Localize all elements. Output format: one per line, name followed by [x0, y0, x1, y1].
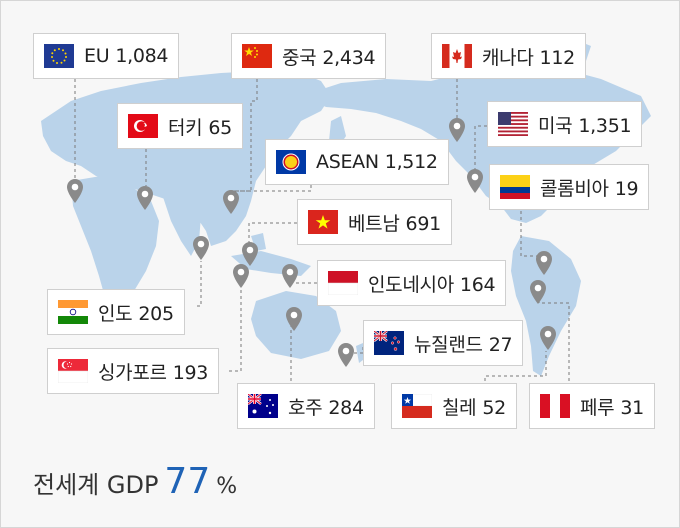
country-label-new-zealand: 뉴질랜드 27	[363, 320, 524, 366]
country-name: 페루	[580, 396, 615, 419]
country-label-china: 중국 2,434	[231, 33, 387, 79]
country-name: 미국	[538, 114, 573, 137]
country-label-peru: 페루 31	[529, 383, 655, 429]
usa-pin-icon	[467, 169, 483, 193]
country-value: 52	[482, 396, 506, 419]
india-flag-icon	[58, 300, 88, 324]
asean-flag-icon	[276, 150, 306, 174]
country-name: 싱가포르	[98, 361, 167, 384]
country-value: 284	[328, 396, 364, 419]
turkey-flag-icon	[128, 114, 158, 138]
turkey-pin-icon	[137, 186, 153, 210]
country-label-chile: 칠레 52	[391, 383, 517, 429]
singapore-flag-icon	[58, 359, 88, 383]
country-name: 뉴질랜드	[414, 333, 483, 356]
country-label-indonesia: 인도네시아 164	[317, 260, 507, 306]
country-label-asean: ASEAN 1,512	[265, 139, 449, 185]
eu-pin-icon	[67, 179, 83, 203]
australia-flag-icon	[248, 394, 278, 418]
colombia-pin-icon	[536, 251, 552, 275]
country-value: 27	[488, 333, 513, 356]
new-zealand-flag-icon	[374, 331, 404, 355]
vietnam-flag-icon	[308, 210, 338, 234]
china-pin-icon	[223, 190, 239, 214]
country-value: 65	[208, 116, 232, 139]
country-label-india: 인도 205	[47, 289, 185, 335]
india-pin-icon	[193, 236, 209, 260]
country-name: 터키	[168, 116, 203, 139]
country-value: 112	[539, 46, 576, 69]
country-name: 콜롬비아	[540, 177, 609, 200]
eu-flag-icon	[44, 44, 74, 68]
country-value: 691	[405, 212, 442, 235]
chile-flag-icon	[402, 394, 432, 418]
china-flag-icon	[242, 44, 272, 68]
country-name: 베트남	[348, 212, 400, 235]
canada-pin-icon	[449, 118, 465, 142]
country-value: 205	[138, 302, 174, 325]
gdp-summary: 전세계 GDP 77 %	[33, 461, 237, 502]
peru-flag-icon	[540, 394, 570, 418]
country-label-vietnam: 베트남 691	[297, 199, 452, 245]
country-label-singapore: 싱가포르 193	[47, 348, 220, 394]
australia-pin-icon	[286, 307, 302, 331]
gdp-percent-unit: %	[216, 474, 238, 499]
country-value: 1,351	[578, 114, 632, 137]
country-name: 칠레	[442, 396, 477, 419]
colombia-flag-icon	[500, 175, 530, 199]
gdp-label: 전세계 GDP	[33, 471, 159, 499]
country-label-usa: 미국 1,351	[487, 101, 643, 147]
country-name: 중국	[282, 46, 317, 69]
country-value: 2,434	[322, 46, 376, 69]
chile-pin-icon	[540, 326, 556, 350]
country-label-turkey: 터키 65	[117, 103, 243, 149]
country-name: 인도네시아	[368, 273, 454, 296]
country-name: 호주	[288, 396, 323, 419]
country-value: 1,512	[384, 151, 438, 173]
country-value: 193	[172, 361, 209, 384]
peru-pin-icon	[530, 280, 546, 304]
indonesia-pin-icon	[282, 264, 298, 288]
country-name: 캐나다	[482, 46, 534, 69]
usa-flag-icon	[498, 112, 528, 136]
country-label-eu: EU 1,084	[33, 33, 180, 79]
country-label-australia: 호주 284	[237, 383, 375, 429]
country-value: 19	[614, 177, 639, 200]
singapore-pin-icon	[233, 264, 249, 288]
country-value: 164	[459, 273, 496, 296]
country-name: ASEAN	[316, 151, 379, 173]
country-name: 인도	[98, 302, 133, 325]
country-value: 31	[620, 396, 644, 419]
country-label-canada: 캐나다 112	[431, 33, 586, 79]
canada-flag-icon	[442, 44, 472, 68]
gdp-percent-value: 77	[164, 461, 211, 502]
indonesia-flag-icon	[328, 271, 358, 295]
country-name: EU	[84, 45, 110, 67]
country-value: 1,084	[115, 45, 169, 67]
country-label-colombia: 콜롬비아 19	[489, 164, 650, 210]
new-zealand-pin-icon	[338, 343, 354, 367]
vietnam-pin-icon	[242, 242, 258, 266]
